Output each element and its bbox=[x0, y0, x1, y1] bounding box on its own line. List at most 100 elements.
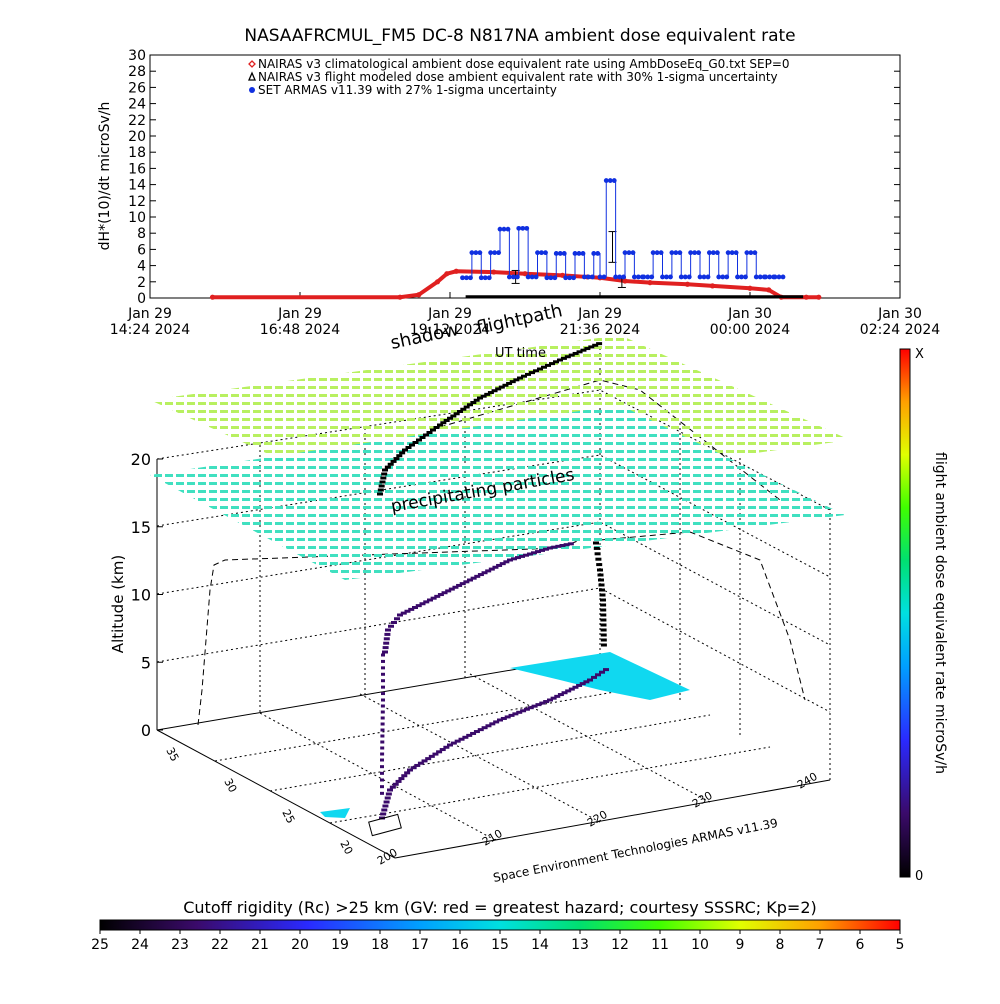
flightpath-mark bbox=[470, 576, 477, 580]
armas-point bbox=[626, 250, 632, 256]
nairas-climatological-point bbox=[747, 285, 753, 291]
flightpath-projection-mark bbox=[440, 421, 447, 425]
z-axis-ticks: 0 5 10 15 20 bbox=[131, 450, 163, 740]
floor-shadow-mark bbox=[489, 722, 496, 726]
flightpath-vertical-mark bbox=[381, 698, 385, 702]
flightpath-mark bbox=[448, 587, 455, 591]
armas-point bbox=[563, 275, 569, 281]
cutoff-tick-label: 12 bbox=[611, 937, 629, 953]
flightpath-projection-mark bbox=[379, 480, 386, 484]
flightpath-vertical-mark bbox=[597, 568, 603, 572]
flightpath-mark bbox=[427, 598, 433, 602]
flightpath-projection-mark bbox=[423, 433, 429, 437]
flightpath-projection-mark bbox=[463, 405, 470, 409]
armas-point bbox=[516, 225, 522, 231]
flightpath-vertical-mark bbox=[380, 746, 385, 750]
floor-shadow-mark bbox=[512, 712, 519, 716]
flightpath-vertical-mark bbox=[381, 666, 385, 670]
flightpath-mark bbox=[539, 548, 545, 552]
armas-point bbox=[544, 275, 550, 281]
flightpath-projection-mark bbox=[513, 378, 520, 382]
x-tick-label-date: Jan 29 bbox=[127, 306, 172, 322]
flightpath-projection-mark bbox=[443, 419, 450, 422]
floor-shadow-mark bbox=[531, 704, 538, 708]
armas-point bbox=[533, 274, 539, 280]
floor-shadow-mark bbox=[384, 796, 391, 800]
armas-point bbox=[571, 275, 577, 281]
flightpath-projection-mark bbox=[419, 436, 426, 439]
armas-point bbox=[678, 274, 684, 280]
flightpath-projection-mark bbox=[596, 342, 603, 346]
armas-point bbox=[460, 275, 465, 281]
flightpath-projection-mark bbox=[564, 355, 571, 359]
flightpath-vertical-mark bbox=[593, 541, 599, 545]
trajectory-3d-plot: shadow flightpath UT time precipitating … bbox=[109, 300, 850, 885]
dose-colorbar-label: flight ambient dose equivalent rate micr… bbox=[932, 452, 948, 774]
flightpath-mark bbox=[430, 596, 437, 600]
floor-shadow-mark bbox=[565, 689, 572, 693]
latitude-tick-label: 20 bbox=[337, 838, 355, 856]
floor-shadow-mark bbox=[439, 748, 446, 752]
floor-shadow-mark bbox=[547, 698, 553, 702]
armas-point bbox=[529, 274, 535, 280]
armas-point bbox=[776, 274, 782, 280]
flightpath-mark bbox=[463, 580, 470, 584]
armas-point bbox=[763, 274, 769, 280]
flightpath-mark bbox=[400, 611, 407, 615]
flightpath-mark bbox=[496, 563, 503, 567]
floor-shadow-mark bbox=[398, 777, 405, 781]
armas-point bbox=[580, 251, 586, 256]
flightpath-projection-mark bbox=[437, 423, 443, 427]
floor-shadow-mark bbox=[458, 737, 465, 741]
flightpath-vertical-mark bbox=[381, 685, 385, 689]
floor-shadow-mark bbox=[387, 788, 393, 792]
flightpath-projection-mark bbox=[480, 394, 487, 398]
longitude-tick-label: 230 bbox=[690, 789, 715, 811]
y-tick-label: 6 bbox=[137, 242, 146, 258]
floor-shadow-mark bbox=[587, 678, 593, 682]
flightpath-projection-mark bbox=[545, 363, 551, 367]
flightpath-projection-mark bbox=[495, 387, 502, 391]
x-tick-label-time: 19:12 2024 bbox=[410, 322, 491, 338]
x-tick-label-time: 02:24 2024 bbox=[860, 322, 941, 338]
armas-point bbox=[557, 251, 563, 256]
x-tick-label-date: Jan 29 bbox=[427, 306, 472, 322]
flightpath-mark bbox=[382, 650, 388, 654]
armas-point bbox=[553, 251, 559, 256]
flightpath-vertical-mark bbox=[380, 722, 385, 726]
flightpath-mark bbox=[394, 617, 400, 621]
armas-point bbox=[645, 274, 651, 280]
flightpath-mark bbox=[477, 573, 484, 577]
flightpath-projection-mark bbox=[396, 454, 403, 458]
armas-point bbox=[621, 274, 627, 280]
flightpath-projection-mark bbox=[576, 350, 583, 354]
flightpath-projection-mark bbox=[402, 448, 408, 452]
armas-point bbox=[710, 250, 716, 256]
flightpath-mark bbox=[456, 583, 463, 587]
cutoff-tick-label: 13 bbox=[571, 937, 589, 953]
floor-shadow-mark bbox=[477, 728, 484, 732]
cutoff-tick-label: 8 bbox=[776, 937, 785, 953]
y-tick-label: 16 bbox=[128, 161, 146, 177]
armas-point bbox=[654, 250, 660, 256]
flightpath-mark bbox=[551, 545, 558, 549]
floor-shadow-mark bbox=[379, 816, 385, 820]
flightpath-projection-mark bbox=[433, 426, 440, 429]
armas-point bbox=[669, 250, 675, 256]
flightpath-projection-mark bbox=[426, 431, 433, 434]
floor-shadow-mark bbox=[410, 766, 417, 770]
dose-colorbar-top-label: X bbox=[915, 347, 924, 362]
flightpath-vertical-mark bbox=[381, 653, 385, 657]
flightpath-mark bbox=[503, 560, 510, 564]
flightpath-mark bbox=[543, 547, 549, 551]
flightpath-projection-mark bbox=[506, 381, 513, 385]
trajectory-layer bbox=[368, 342, 609, 837]
flightpath-vertical-mark bbox=[380, 758, 384, 762]
flightpath-projection-mark bbox=[525, 372, 531, 376]
flightpath-projection-mark bbox=[390, 459, 397, 463]
armas-point bbox=[650, 250, 656, 256]
cutoff-tick-label: 15 bbox=[491, 937, 509, 953]
flightpath-projection-mark bbox=[453, 412, 460, 416]
flightpath-projection-mark bbox=[380, 476, 387, 480]
